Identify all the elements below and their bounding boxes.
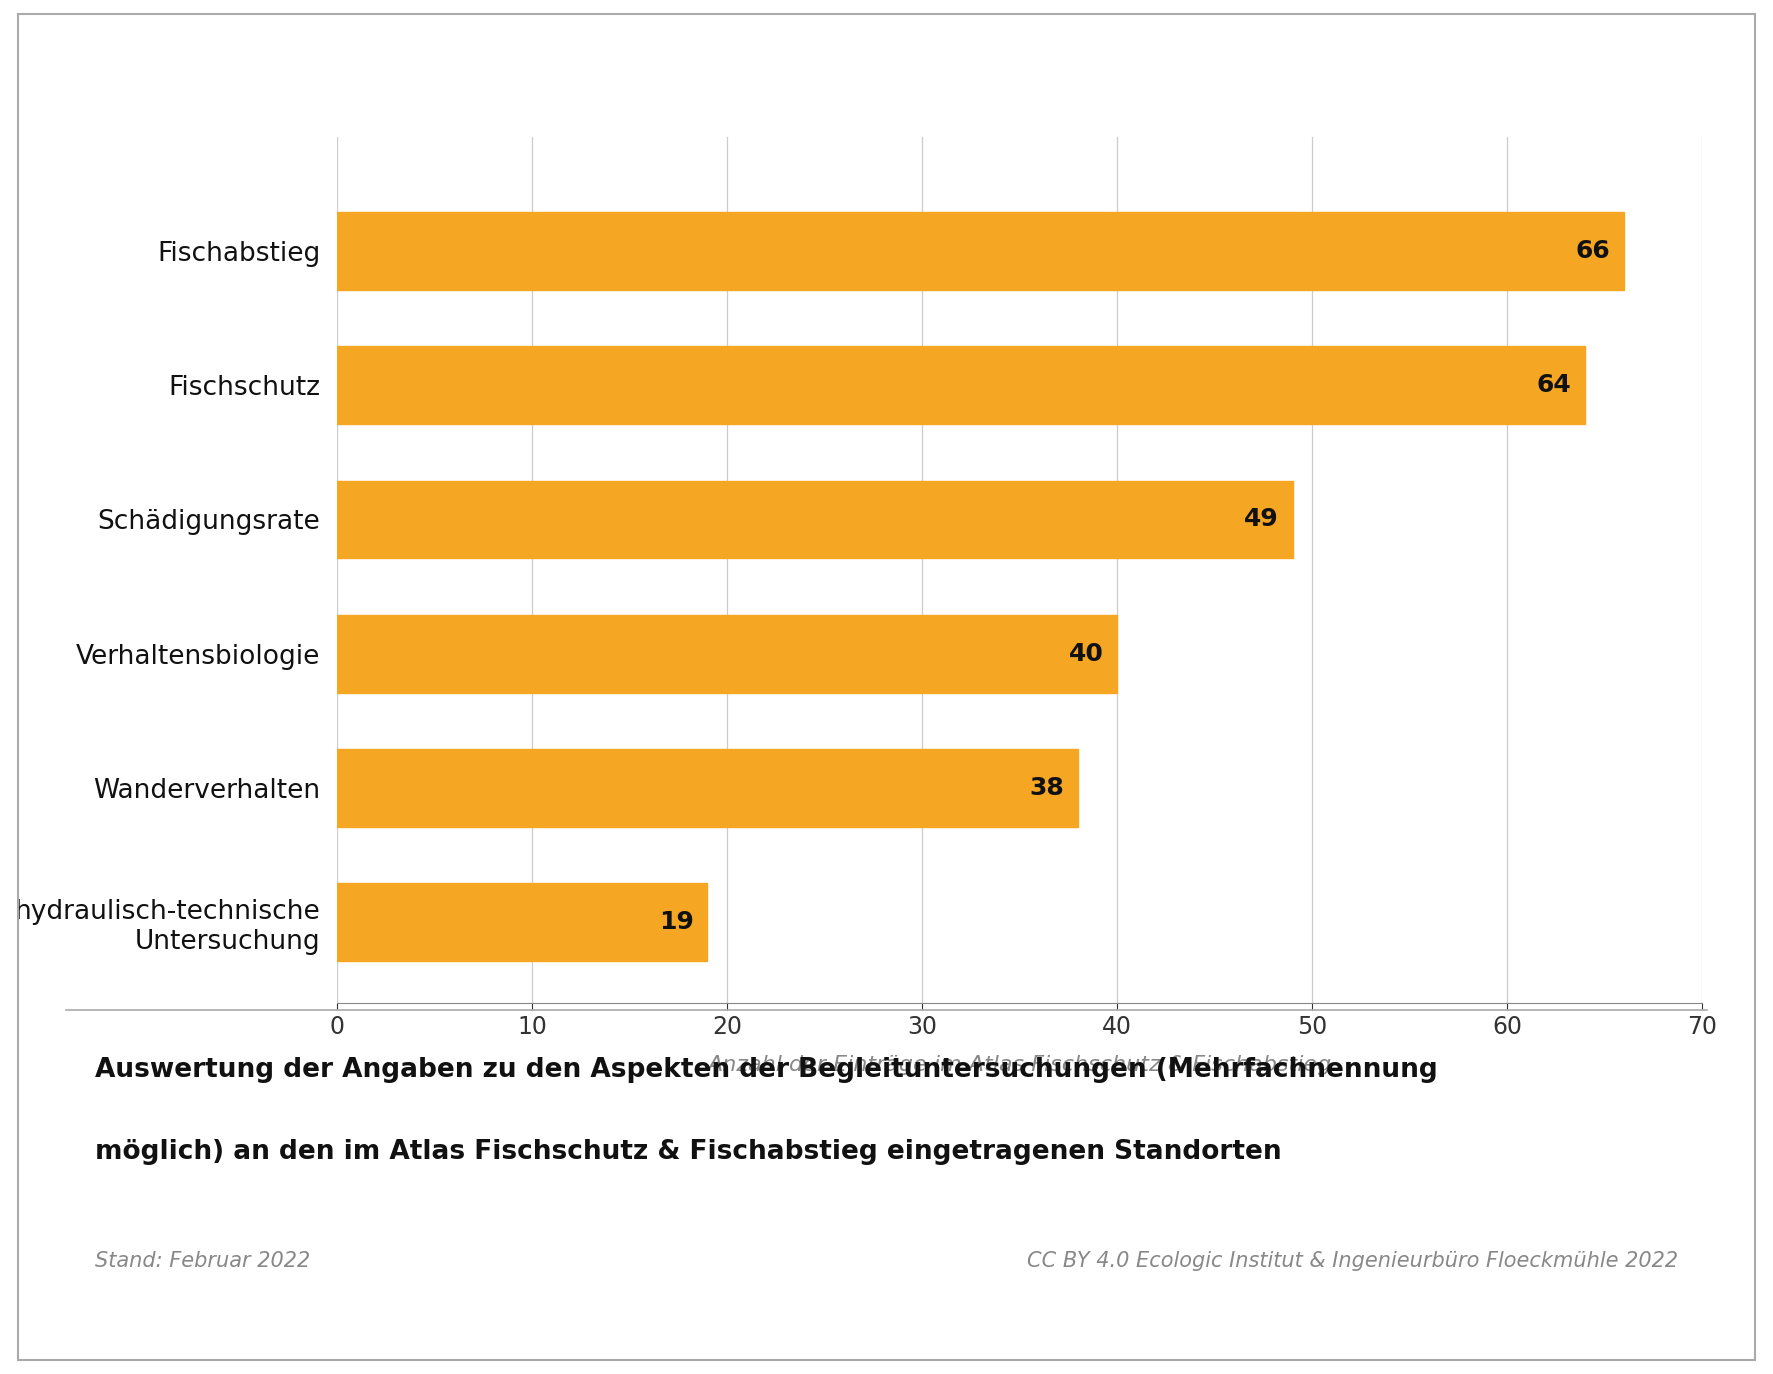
Text: möglich) an den im Atlas Fischschutz & Fischabstieg eingetragenen Standorten: möglich) an den im Atlas Fischschutz & F… <box>96 1139 1282 1165</box>
Bar <box>337 346 1585 425</box>
Text: 49: 49 <box>1245 507 1278 532</box>
Text: 40: 40 <box>1069 642 1103 666</box>
Bar <box>337 614 1117 692</box>
Text: CC BY 4.0 Ecologic Institut & Ingenieurbüro Floeckmühle 2022: CC BY 4.0 Ecologic Institut & Ingenieurb… <box>1027 1250 1677 1271</box>
Bar <box>337 749 1078 827</box>
Text: Auswertung der Angaben zu den Aspekten der Begleituntersuchungen (Mehrfachnennun: Auswertung der Angaben zu den Aspekten d… <box>96 1058 1438 1084</box>
Bar <box>337 481 1293 558</box>
Text: 66: 66 <box>1576 239 1610 262</box>
Text: Aspekte der Begleituntersuchungen im Atlas: Aspekte der Begleituntersuchungen im Atl… <box>360 56 1413 98</box>
Bar <box>337 883 707 962</box>
Text: 38: 38 <box>1030 776 1064 800</box>
Text: 64: 64 <box>1537 374 1571 397</box>
X-axis label: Anzahl der Einträge im Atlas Fischschutz & Fischabstieg: Anzahl der Einträge im Atlas Fischschutz… <box>707 1055 1332 1076</box>
Text: Stand: Februar 2022: Stand: Februar 2022 <box>96 1250 310 1271</box>
Text: 19: 19 <box>660 911 693 934</box>
Bar <box>337 212 1624 290</box>
